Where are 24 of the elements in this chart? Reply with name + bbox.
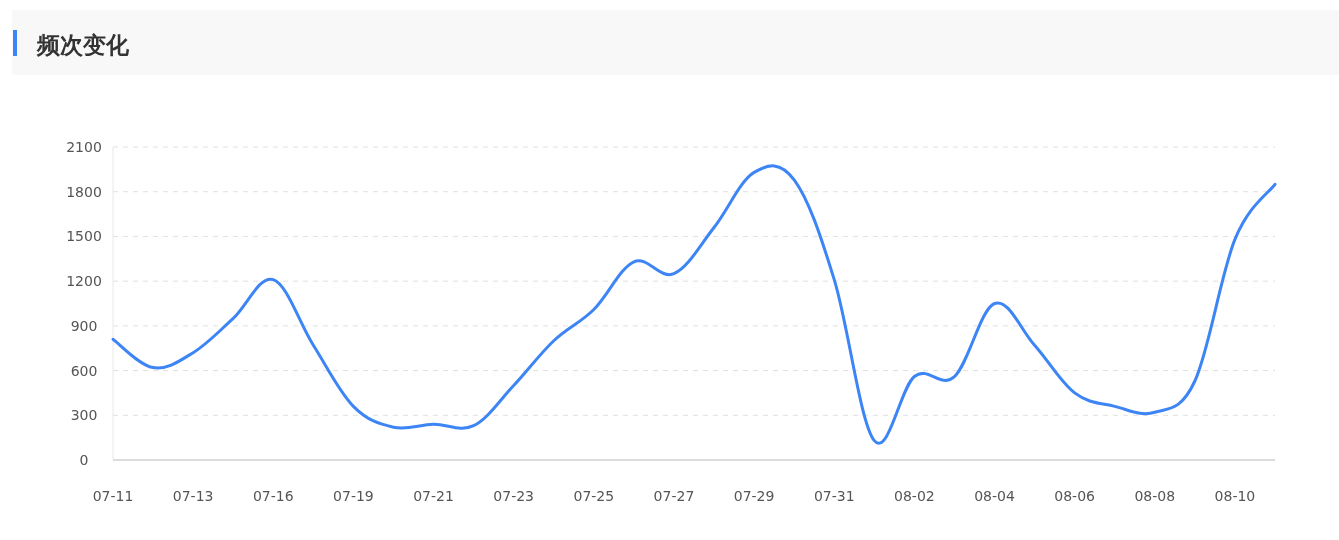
x-tick-label: 08-04 <box>974 488 1015 504</box>
y-tick-label: 1200 <box>66 273 102 290</box>
y-tick-label: 0 <box>79 452 89 468</box>
x-tick-label: 07-21 <box>413 488 454 504</box>
y-tick-label: 600 <box>70 362 98 379</box>
y-tick-label: 1800 <box>66 183 102 200</box>
x-tick-label: 08-08 <box>1134 488 1176 504</box>
x-tick-label: 07-25 <box>573 488 615 504</box>
x-tick-label: 07-13 <box>172 488 214 504</box>
y-tick-label: 900 <box>70 317 98 334</box>
x-tick-label: 07-29 <box>733 488 775 504</box>
x-tick-label: 07-27 <box>653 488 695 504</box>
chart-title: 频次变化 <box>36 32 130 58</box>
x-tick-label: 08-10 <box>1214 488 1256 504</box>
x-tick-label: 07-23 <box>493 488 535 504</box>
x-tick-label: 08-02 <box>894 488 935 504</box>
y-tick-label: 2100 <box>66 139 102 155</box>
x-tick-label: 07-16 <box>252 488 294 504</box>
y-tick-label: 1500 <box>66 228 102 245</box>
x-tick-label: 07-19 <box>333 488 374 504</box>
x-tick-label: 07-31 <box>813 488 855 504</box>
x-tick-label: 07-11 <box>92 488 134 504</box>
y-tick-label: 300 <box>70 407 98 424</box>
x-tick-label: 08-06 <box>1054 488 1096 504</box>
